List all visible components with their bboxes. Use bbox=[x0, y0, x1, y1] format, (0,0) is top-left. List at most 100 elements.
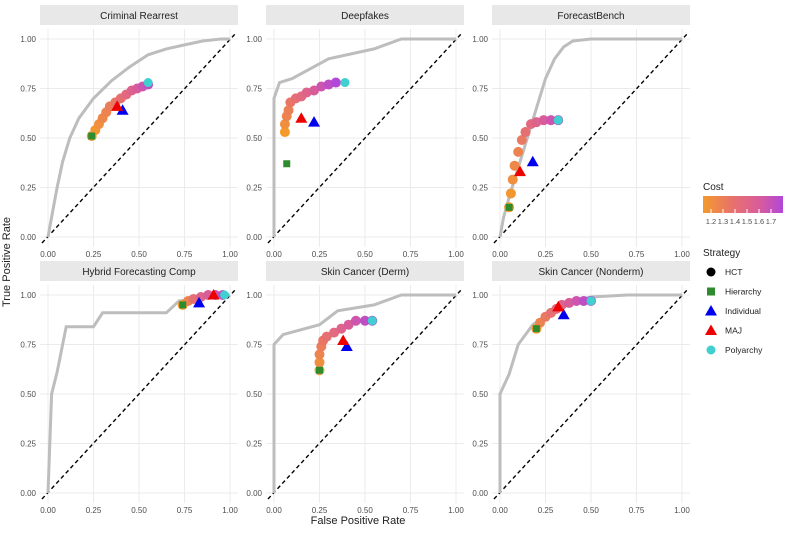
x-tick-label: 0.75 bbox=[177, 506, 193, 515]
individual-point bbox=[557, 308, 570, 320]
hct-point bbox=[516, 134, 527, 145]
strategy-legend-label: Individual bbox=[725, 306, 761, 316]
facet-strip bbox=[40, 5, 238, 25]
diagonal-reference-line bbox=[493, 288, 689, 500]
strategy-key-triangle bbox=[705, 305, 717, 316]
diagonal-reference-line bbox=[41, 288, 237, 500]
x-tick-label: 0.25 bbox=[312, 506, 328, 515]
y-tick-label: 1.00 bbox=[246, 291, 262, 300]
facet-strip bbox=[266, 261, 464, 281]
strategy-legend-title: Strategy bbox=[703, 248, 740, 259]
x-tick-label: 0.75 bbox=[403, 506, 419, 515]
hct-point bbox=[520, 127, 531, 138]
y-tick-label: 0.00 bbox=[20, 489, 36, 498]
roc-curve bbox=[498, 37, 682, 238]
y-tick-label: 1.00 bbox=[472, 291, 488, 300]
x-tick-label: 0.50 bbox=[357, 250, 373, 259]
x-tick-label: 1.00 bbox=[674, 250, 690, 259]
facet-title: Criminal Rearrest bbox=[100, 11, 178, 22]
hct-point bbox=[545, 115, 556, 126]
hct-point bbox=[360, 315, 370, 326]
y-tick-label: 0.50 bbox=[20, 134, 36, 143]
x-tick-label: 0.50 bbox=[583, 506, 599, 515]
legend: Cost 1.2 1.3 1.4 1.5 1.6 1.7 Strategy HCT Hierarc… bbox=[703, 182, 783, 355]
y-tick-label: 0.25 bbox=[472, 184, 488, 193]
facet-strip bbox=[266, 5, 464, 25]
cost-colorbar bbox=[703, 196, 783, 213]
strategy-legend-label: HCT bbox=[725, 267, 742, 277]
individual-point bbox=[193, 296, 206, 308]
hct-point bbox=[571, 295, 582, 306]
polyarchy-point bbox=[340, 78, 350, 88]
hct-point bbox=[509, 160, 520, 171]
y-tick-label: 0.25 bbox=[20, 440, 36, 449]
cost-tick-label: 1.7 bbox=[766, 217, 776, 226]
y-tick-label: 0.25 bbox=[246, 440, 262, 449]
y-tick-label: 1.00 bbox=[20, 291, 36, 300]
hct-point bbox=[279, 119, 290, 130]
y-tick-label: 0.25 bbox=[20, 184, 36, 193]
x-tick-label: 0.00 bbox=[492, 506, 508, 515]
x-tick-label: 1.00 bbox=[222, 506, 238, 515]
x-tick-label: 1.00 bbox=[448, 250, 464, 259]
strategy-legend-label: Polyarchy bbox=[725, 345, 763, 355]
y-tick-label: 0.00 bbox=[472, 489, 488, 498]
individual-point bbox=[526, 155, 539, 167]
maj-point bbox=[207, 289, 220, 300]
hct-point bbox=[330, 77, 341, 88]
y-tick-label: 1.00 bbox=[20, 35, 36, 44]
strategy-key-circle bbox=[706, 267, 716, 277]
diagonal-reference-line bbox=[41, 32, 237, 244]
hierarchy-point bbox=[532, 325, 540, 333]
x-tick-label: 0.50 bbox=[131, 250, 147, 259]
cost-tick-label: 1.3 bbox=[718, 217, 728, 226]
maj-point bbox=[111, 100, 124, 111]
individual-point bbox=[340, 340, 353, 351]
strategy-key-circle bbox=[706, 345, 716, 355]
y-tick-label: 0.75 bbox=[20, 85, 36, 94]
y-tick-label: 0.50 bbox=[472, 134, 488, 143]
y-tick-label: 1.00 bbox=[472, 35, 488, 44]
maj-point bbox=[552, 300, 565, 312]
x-tick-label: 0.25 bbox=[86, 506, 102, 515]
y-tick-label: 0.50 bbox=[246, 390, 262, 399]
x-tick-label: 1.00 bbox=[222, 250, 238, 259]
hierarchy-point bbox=[283, 160, 291, 168]
cost-tick-label: 1.5 bbox=[742, 217, 752, 226]
strategy-legend-label: Hierarchy bbox=[725, 287, 762, 297]
y-tick-label: 0.00 bbox=[246, 233, 262, 242]
individual-point bbox=[308, 116, 321, 127]
hct-point bbox=[505, 188, 516, 199]
maj-point bbox=[295, 112, 308, 123]
y-tick-label: 0.75 bbox=[246, 85, 262, 94]
x-tick-label: 0.00 bbox=[40, 250, 56, 259]
x-tick-label: 0.75 bbox=[629, 506, 645, 515]
hct-point bbox=[507, 174, 518, 185]
y-tick-label: 1.00 bbox=[246, 35, 262, 44]
x-tick-label: 0.50 bbox=[131, 506, 147, 515]
y-tick-label: 0.25 bbox=[472, 440, 488, 449]
facet-panel: Deepfakes 0.00 0.25 0.50 0.75 1.00 0.00 0.25 0.5… bbox=[246, 5, 464, 259]
y-tick-label: 0.75 bbox=[20, 341, 36, 350]
x-tick-label: 0.50 bbox=[583, 250, 599, 259]
x-axis-label: False Positive Rate bbox=[311, 515, 406, 527]
facet-panel: Hybrid Forecasting Comp 0.00 0.25 0.50 0.75 1… bbox=[20, 261, 238, 515]
hierarchy-point bbox=[505, 203, 513, 211]
diagonal-reference-line bbox=[267, 288, 463, 500]
cost-tick-label: 1.2 bbox=[706, 217, 716, 226]
facet-title: Skin Cancer (Nonderm) bbox=[538, 267, 643, 278]
x-tick-label: 0.00 bbox=[40, 506, 56, 515]
y-tick-label: 0.25 bbox=[246, 184, 262, 193]
x-tick-label: 0.75 bbox=[629, 250, 645, 259]
x-tick-label: 0.50 bbox=[357, 506, 373, 515]
y-tick-label: 0.00 bbox=[20, 233, 36, 242]
hct-point bbox=[578, 295, 589, 306]
polyarchy-point bbox=[220, 290, 230, 300]
hct-point bbox=[350, 315, 361, 326]
y-tick-label: 0.75 bbox=[472, 341, 488, 350]
facet-strip bbox=[40, 261, 238, 281]
hct-point bbox=[279, 127, 290, 138]
x-tick-label: 0.00 bbox=[492, 250, 508, 259]
cost-tick-label: 1.4 bbox=[730, 217, 740, 226]
